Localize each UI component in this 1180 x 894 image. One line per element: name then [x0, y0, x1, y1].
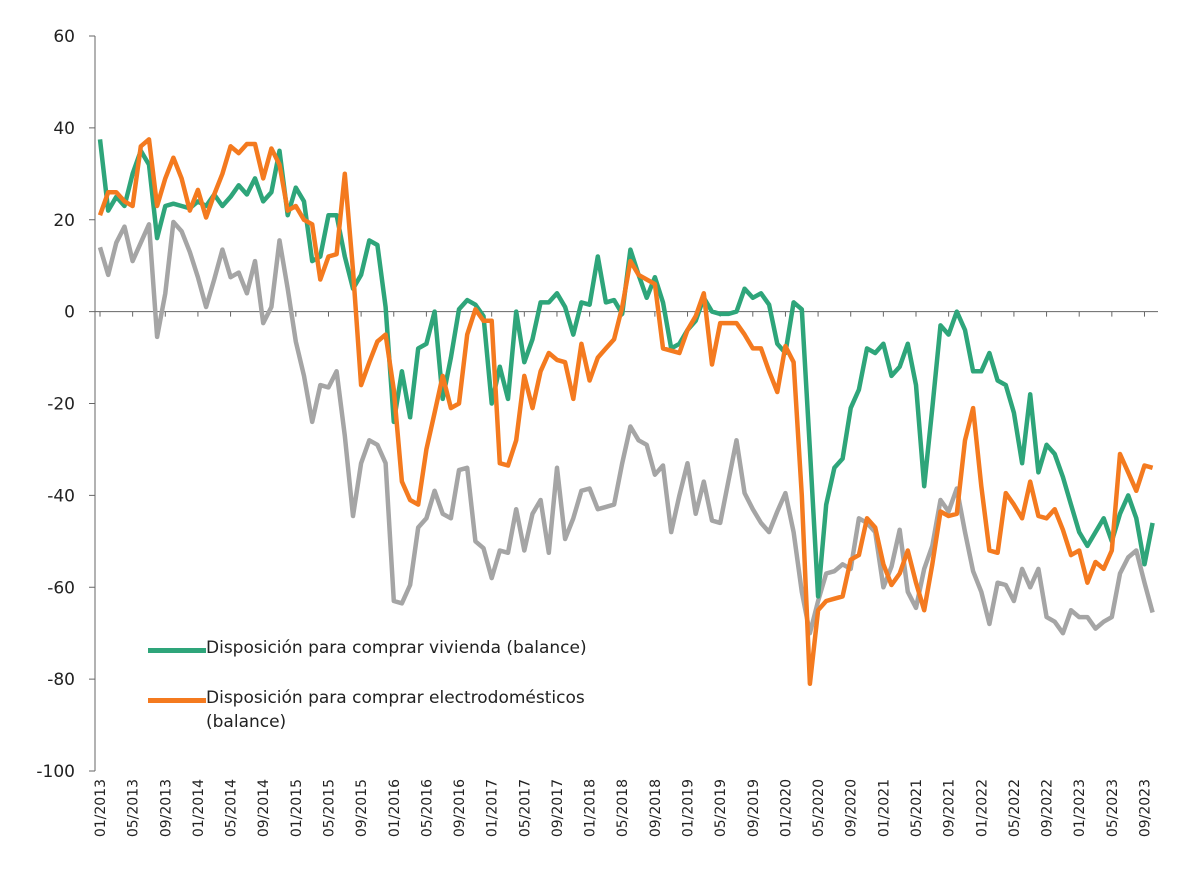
- x-tick-label: 01/2013: [93, 779, 109, 837]
- x-tick-label: 09/2019: [746, 779, 762, 837]
- x-tick-label: 01/2020: [778, 779, 794, 837]
- x-tick-label: 01/2015: [289, 779, 305, 837]
- x-tick-label: 01/2014: [191, 779, 207, 837]
- series-line: [97, 139, 1155, 599]
- x-tick-label: 01/2022: [974, 779, 990, 837]
- x-tick-label: 01/2023: [1072, 779, 1088, 837]
- x-tick-label: 01/2017: [485, 779, 501, 837]
- x-tick-label: 01/2016: [387, 779, 403, 837]
- x-tick-label: 01/2018: [583, 779, 599, 837]
- x-tick-label: 05/2013: [126, 779, 142, 837]
- y-tick-label: 20: [53, 211, 75, 231]
- y-tick-label: 0: [64, 303, 75, 323]
- x-tick-label: 09/2015: [354, 779, 370, 837]
- x-tick-label: 01/2021: [876, 779, 892, 837]
- x-tick-label: 09/2014: [256, 779, 272, 837]
- series-line: [97, 219, 1155, 636]
- x-tick-label: 05/2023: [1105, 779, 1121, 837]
- legend-item: Disposición para comprar electrodoméstic…: [148, 686, 646, 734]
- y-tick-label: -100: [36, 762, 75, 782]
- y-tick-label: 40: [53, 119, 75, 139]
- y-tick-label: 60: [53, 27, 75, 47]
- x-tick-label: 05/2019: [713, 779, 729, 837]
- legend-label: Disposición para comprar vivienda (balan…: [206, 638, 587, 658]
- x-tick-label: 01/2019: [681, 779, 697, 837]
- x-tick-label: 05/2020: [811, 779, 827, 837]
- x-tick-label: 09/2023: [1137, 779, 1153, 837]
- x-tick-label: 05/2016: [419, 779, 435, 837]
- x-tick-label: 09/2021: [942, 779, 958, 837]
- y-tick-label: -40: [47, 486, 75, 506]
- x-tick-label: 05/2015: [321, 779, 337, 837]
- legend-swatch: [148, 698, 206, 703]
- y-tick-label: -80: [47, 670, 75, 690]
- x-tick-label: 09/2018: [648, 779, 664, 837]
- x-tick-label: 05/2022: [1007, 779, 1023, 837]
- legend-item: Disposición para comprar vivienda (balan…: [148, 636, 646, 660]
- x-tick-label: 09/2016: [452, 779, 468, 837]
- x-tick-label: 09/2017: [550, 779, 566, 837]
- x-tick-label: 09/2020: [844, 779, 860, 837]
- x-tick-label: 05/2021: [909, 779, 925, 837]
- legend: Disposición para comprar vivienda (balan…: [148, 636, 646, 760]
- x-tick-label: 05/2014: [224, 779, 240, 837]
- series-line: [97, 137, 1154, 686]
- y-tick-label: -20: [47, 395, 75, 415]
- y-tick-label: -60: [47, 578, 75, 598]
- x-tick-label: 05/2018: [615, 779, 631, 837]
- x-tick-label: 05/2017: [517, 779, 533, 837]
- legend-label: Disposición para comprar electrodoméstic…: [206, 688, 585, 732]
- legend-swatch: [148, 648, 206, 653]
- x-tick-label: 09/2013: [158, 779, 174, 837]
- x-tick-label: 09/2022: [1040, 779, 1056, 837]
